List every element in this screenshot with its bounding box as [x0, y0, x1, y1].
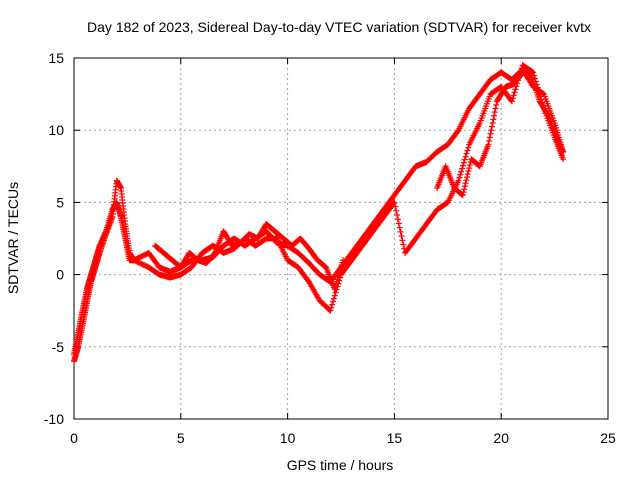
- chart-title: Day 182 of 2023, Sidereal Day-to-day VTE…: [87, 19, 591, 35]
- data-point: [398, 233, 405, 240]
- data-point: [455, 177, 462, 184]
- data-point: [390, 200, 397, 207]
- data-point: [460, 189, 467, 196]
- data-point: [491, 109, 498, 116]
- y-tick-label: 0: [56, 267, 64, 283]
- data-point: [394, 216, 401, 223]
- data-point: [486, 134, 493, 141]
- data-point: [459, 192, 466, 199]
- data-point: [456, 174, 463, 181]
- y-axis-label: SDTVAR / TECUs: [5, 182, 21, 294]
- series-2: [71, 62, 567, 358]
- axis-ticks: 0 5 10 15 20 25 -10 -5 0 5 10 15: [44, 50, 616, 446]
- data-point: [489, 119, 496, 126]
- data-point: [461, 186, 468, 193]
- data-point: [462, 153, 469, 160]
- data-point: [463, 150, 470, 157]
- data-point: [464, 171, 471, 178]
- data-point: [466, 165, 473, 172]
- data-point: [397, 228, 404, 235]
- data-point: [340, 257, 347, 264]
- x-tick-label: 10: [280, 430, 296, 446]
- y-tick-label: 15: [48, 50, 64, 66]
- data-point: [488, 127, 495, 134]
- x-tick-label: 20: [493, 430, 509, 446]
- data-point: [510, 92, 517, 99]
- series-1: [71, 66, 567, 365]
- data-point: [329, 298, 336, 305]
- y-tick-label: -10: [44, 411, 64, 427]
- x-axis-label: GPS time / hours: [287, 457, 394, 473]
- data-point: [488, 123, 495, 130]
- data-point: [395, 220, 402, 227]
- data-point: [392, 203, 399, 210]
- plot-frame: [73, 57, 609, 420]
- data-point: [328, 304, 335, 311]
- data-point: [464, 174, 471, 181]
- data-point: [394, 212, 401, 219]
- data-point: [329, 301, 336, 308]
- data-point: [393, 207, 400, 214]
- data-point: [492, 105, 499, 112]
- data-point: [487, 130, 494, 137]
- data-point: [465, 144, 472, 151]
- data-point: [560, 156, 567, 163]
- y-tick-label: -5: [52, 339, 65, 355]
- x-tick-label: 5: [177, 430, 185, 446]
- data-point: [399, 237, 406, 244]
- data-point: [391, 199, 398, 206]
- data-point: [459, 162, 466, 169]
- data-point: [457, 171, 464, 178]
- data-point: [508, 98, 515, 105]
- data-point: [331, 292, 338, 299]
- data-point: [332, 289, 339, 296]
- data-point: [454, 128, 461, 135]
- y-tick-label: 5: [56, 194, 64, 210]
- grid-lines: [74, 58, 608, 419]
- data-point: [509, 95, 516, 102]
- data-point: [512, 86, 519, 93]
- data-point: [461, 183, 468, 190]
- x-tick-label: 25: [600, 430, 616, 446]
- data-point: [493, 101, 500, 108]
- data-point: [461, 156, 468, 163]
- y-tick-label: 10: [48, 122, 64, 138]
- x-tick-label: 0: [70, 430, 78, 446]
- data-point: [463, 177, 470, 184]
- data-point: [330, 295, 337, 302]
- data-point: [460, 159, 467, 166]
- data-point: [458, 168, 465, 175]
- data-point: [491, 112, 498, 119]
- data-point: [560, 148, 567, 155]
- data-point: [485, 141, 492, 148]
- data-point: [464, 147, 471, 154]
- data-point: [459, 165, 466, 172]
- data-point: [511, 89, 518, 96]
- data-point: [544, 111, 551, 118]
- series-3: [152, 69, 567, 293]
- data-point: [400, 241, 407, 248]
- data-points: [71, 62, 567, 365]
- data-point: [462, 180, 469, 187]
- data-point: [465, 168, 472, 175]
- data-point: [486, 138, 493, 145]
- data-point: [529, 68, 536, 75]
- data-point: [490, 116, 497, 123]
- data-point: [327, 307, 334, 314]
- data-point: [466, 162, 473, 169]
- data-point: [396, 224, 403, 231]
- x-tick-label: 15: [387, 430, 403, 446]
